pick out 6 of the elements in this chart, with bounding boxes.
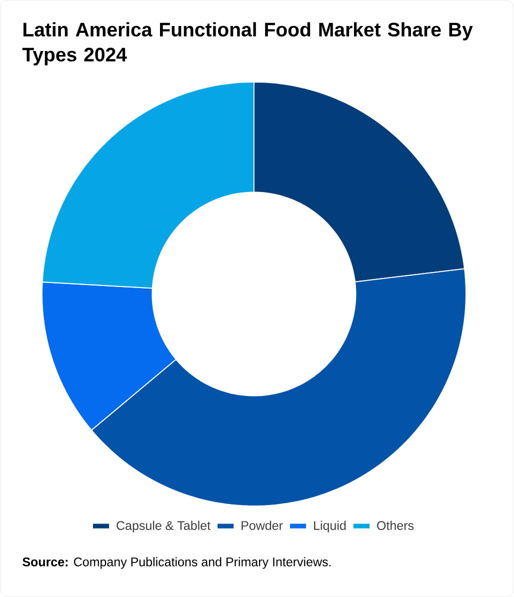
- legend-label: Others: [377, 520, 414, 530]
- legend-label: Liquid: [314, 520, 346, 532]
- legend-label: Capsule & Tablet: [116, 520, 210, 532]
- text: Source: Company Publications and Primary Interviews.: [22, 557, 331, 569]
- legend-label: Powder: [242, 520, 283, 530]
- chart-title: Latin America Functional Food Market Share By Types 2024: [22, 22, 473, 66]
